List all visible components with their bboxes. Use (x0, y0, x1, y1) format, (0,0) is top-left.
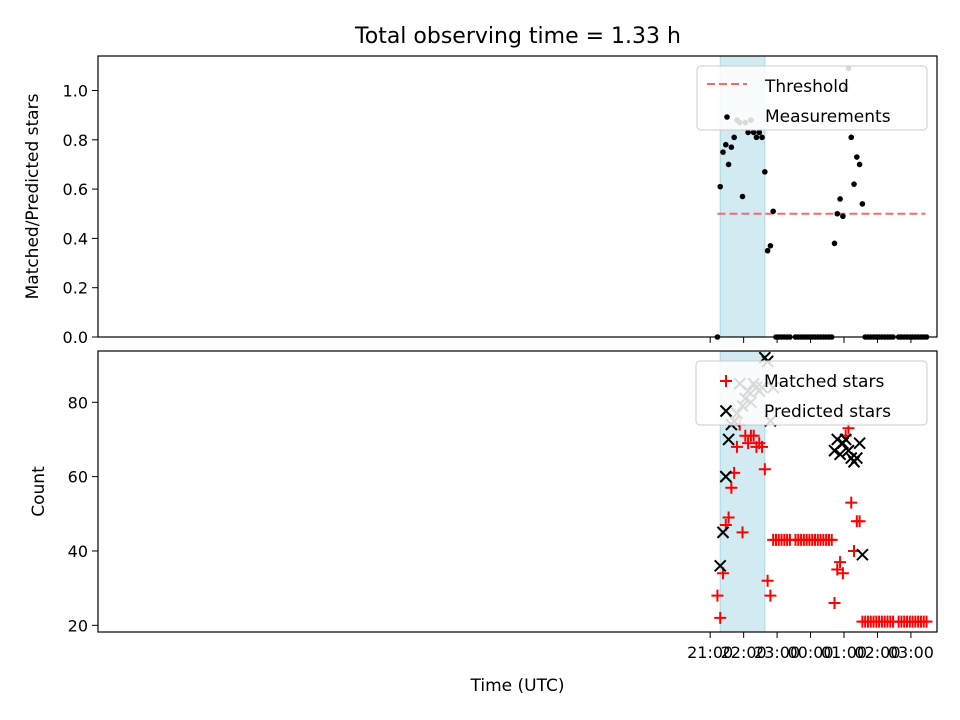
measurement-point (837, 196, 843, 202)
predicted-star-point (853, 436, 866, 450)
top-y-axis-label: Matched/Predicted stars (23, 93, 43, 299)
bottom-y-axis-label: Count (29, 466, 49, 517)
matched-star-point (825, 533, 838, 546)
matched-star-point (711, 589, 724, 602)
matched-star-point (758, 463, 771, 476)
matched-star-point (747, 429, 760, 442)
legend-box (695, 360, 928, 426)
measurement-point (745, 129, 751, 136)
measurement-point (767, 242, 774, 249)
measurement-point (762, 169, 768, 175)
measurement-point (856, 161, 863, 168)
measurement-point (859, 201, 866, 207)
matched-star-point (845, 496, 858, 509)
matched-star-point (828, 597, 841, 610)
measurement-point (750, 129, 757, 136)
measurement-point (834, 210, 841, 217)
x-tick-label: 01:00 (821, 643, 867, 662)
measurement-point (720, 149, 726, 155)
measurement-point (831, 240, 838, 247)
measurement-point (764, 247, 771, 254)
bottom-legend: Matched stars Predicted stars (695, 360, 928, 426)
matched-star-point (920, 615, 933, 628)
bottom-plot-marks (711, 351, 933, 628)
bottom-plot-frame (97, 350, 938, 633)
matched-star-point (736, 526, 749, 539)
measurement-point (739, 193, 746, 200)
matched-star-point (725, 481, 738, 494)
predicted-star-point (833, 448, 847, 461)
measurement-point (770, 208, 776, 215)
top-legend: Threshold Measurements (696, 65, 928, 131)
y-tick-label: 1.0 (63, 82, 88, 101)
y-tick-label: 40 (68, 542, 88, 561)
bottom-y-axis: 20 40 60 80 (68, 393, 98, 635)
measurement-point (728, 144, 735, 151)
top-plot-frame (97, 55, 938, 338)
predicted-star-point (719, 470, 733, 483)
matched-star-point (714, 611, 727, 624)
measurement-point (848, 134, 855, 141)
predicted-star-point (722, 433, 735, 446)
measurement-point (759, 134, 765, 141)
matched-star-point (742, 437, 755, 450)
x-tick-label: 23:00 (754, 643, 800, 662)
y-tick-label: 0.6 (63, 180, 88, 199)
y-tick-label: 0.8 (63, 131, 88, 150)
legend-label: Predicted stars (764, 402, 891, 422)
matched-star-point (853, 515, 866, 528)
y-tick-label: 0.0 (63, 328, 88, 347)
y-tick-label: 60 (68, 468, 88, 487)
y-tick-label: 0.4 (63, 229, 88, 248)
predicted-star-point (716, 526, 730, 539)
x-axis-label: Time (UTC) (470, 676, 565, 696)
x-tick-label: 02:00 (854, 643, 900, 662)
predicted-star-point (714, 559, 727, 573)
legend-label: Measurements (765, 107, 891, 127)
measurement-point (840, 213, 846, 220)
matched-star-point (764, 589, 777, 602)
measurement-point (756, 129, 763, 136)
bottom-panel-counts: 20 40 60 80 21:0022:0023:0000:0001:0002:000… (29, 350, 938, 696)
top-y-axis: 0.0 0.2 0.4 0.6 0.8 1.0 (63, 82, 98, 347)
legend-box (696, 65, 928, 131)
legend-swatch-predicted (719, 404, 733, 418)
legend-label: Matched stars (764, 372, 884, 392)
predicted-star-point (856, 548, 869, 561)
y-tick-label: 80 (68, 393, 88, 412)
measurement-point (753, 134, 760, 141)
matched-star-point (722, 511, 735, 524)
matched-star-point (756, 440, 769, 453)
predicted-star-point (850, 451, 864, 465)
legend-label: Threshold (764, 77, 849, 97)
matched-star-point (761, 574, 774, 587)
x-tick-label: 03:00 (888, 643, 934, 662)
x-tick-label: 21:00 (687, 643, 733, 662)
measurement-point (731, 134, 737, 141)
matched-star-point (730, 440, 743, 453)
y-tick-label: 20 (68, 616, 88, 635)
predicted-star-point (839, 433, 852, 446)
measurement-point (723, 141, 729, 148)
legend-swatch-matched (720, 375, 732, 387)
measurement-point (725, 161, 732, 168)
y-tick-label: 0.2 (63, 279, 88, 298)
measurement-point (717, 183, 724, 190)
chart-title: Total observing time = 1.33 h (354, 24, 681, 49)
x-tick-label: 22:00 (721, 643, 767, 662)
matched-star-point (834, 556, 847, 569)
matched-star-point (836, 567, 849, 580)
measurement-point (851, 181, 857, 187)
top-panel-ratio: 0.0 0.2 0.4 0.6 0.8 1.0 Matched/Predicted sta… (23, 55, 938, 347)
legend-swatch-measurements (724, 114, 730, 120)
x-tick-label: 00:00 (787, 643, 833, 662)
measurement-point (854, 154, 860, 160)
